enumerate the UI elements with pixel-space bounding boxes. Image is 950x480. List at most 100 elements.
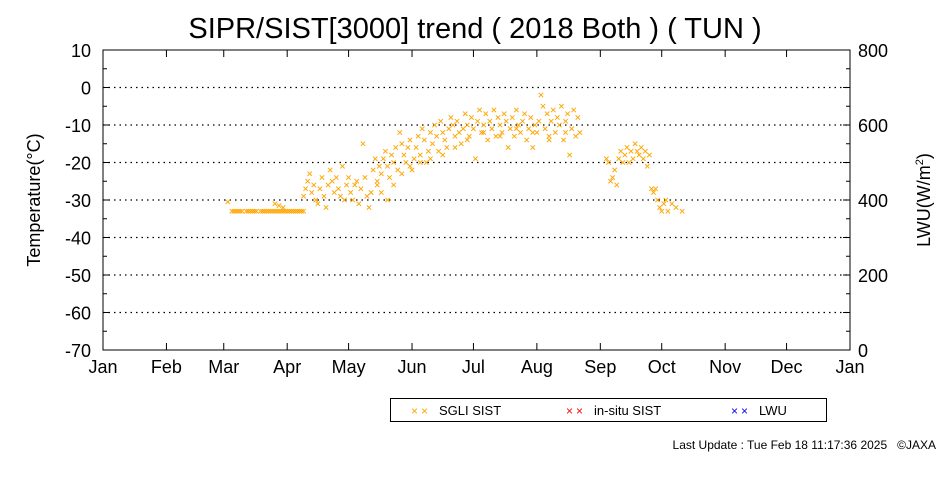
data-point: [415, 133, 421, 139]
data-point: [526, 126, 532, 132]
data-point: [243, 208, 249, 214]
data-point: [497, 122, 503, 128]
data-point: [472, 156, 479, 162]
data-point: [374, 182, 380, 188]
data-point: [556, 122, 562, 128]
data-point: [325, 182, 331, 188]
data-point: [499, 129, 505, 136]
gridlines: [103, 86, 850, 314]
data-point: [421, 137, 427, 143]
legend-label-insitu: in-situ SIST: [594, 403, 662, 418]
data-point: [417, 152, 423, 158]
data-point: [386, 174, 393, 181]
copyright-text: ©JAXA: [897, 438, 936, 452]
x-tick-label: Feb: [151, 357, 182, 377]
data-point: [575, 114, 581, 121]
data-point: [562, 118, 569, 124]
data-point: [423, 159, 429, 166]
data-point: [382, 148, 388, 154]
data-point: [364, 193, 370, 199]
x-tick-label: Jun: [398, 357, 427, 377]
data-point: [280, 204, 286, 211]
y2-tick-label: 200: [858, 266, 888, 286]
data-point: [536, 118, 542, 124]
data-point: [542, 126, 548, 132]
data-point: [438, 118, 444, 124]
data-point: [329, 178, 335, 184]
data-point: [274, 208, 280, 214]
data-point: [569, 126, 575, 132]
data-point: [565, 111, 571, 117]
data-point: [495, 114, 501, 121]
data-point: [305, 178, 311, 184]
data-point: [634, 148, 640, 154]
y-tick-label: -30: [65, 191, 91, 211]
data-point: [384, 197, 391, 203]
data-point: [411, 156, 417, 162]
data-point: [657, 204, 663, 211]
data-point: [431, 122, 438, 128]
data-point: [229, 208, 235, 214]
data-point: [489, 126, 495, 132]
data-point: [509, 114, 515, 121]
data-point: [450, 122, 456, 128]
data-point: [397, 129, 403, 136]
data-point: [546, 137, 552, 143]
data-point: [538, 92, 544, 98]
data-point: [515, 122, 522, 128]
data-point: [251, 208, 258, 214]
data-point: [616, 156, 622, 162]
data-point: [262, 208, 268, 214]
data-point: [560, 137, 567, 143]
data-point: [266, 208, 272, 214]
y-tick-label: 0: [81, 79, 91, 99]
data-point: [562, 129, 569, 136]
data-point: [483, 111, 489, 117]
y-tick-label: -10: [65, 116, 91, 136]
data-point: [540, 103, 546, 109]
y-tick-label: 10: [71, 41, 91, 61]
data-point: [407, 163, 413, 169]
data-point: [368, 189, 374, 196]
y2-tick-label: 400: [858, 191, 888, 211]
data-point: [673, 204, 679, 211]
data-point: [280, 208, 286, 214]
y2-tick-label: 600: [858, 116, 888, 136]
data-point: [470, 126, 476, 132]
data-point: [417, 159, 423, 166]
data-point: [464, 122, 470, 128]
data-point: [511, 133, 517, 139]
data-point: [571, 107, 577, 113]
data-point: [528, 114, 534, 121]
data-points: [225, 92, 685, 214]
y2-tick-label: 0: [858, 341, 868, 361]
data-point: [399, 171, 405, 177]
data-point: [558, 103, 564, 109]
data-point: [505, 144, 511, 151]
x-tick-label: Jul: [462, 357, 485, 377]
data-point: [272, 201, 278, 207]
data-point: [497, 133, 503, 139]
data-point: [464, 137, 470, 143]
data-point: [669, 201, 675, 207]
data-point: [331, 189, 337, 196]
data-point: [366, 204, 372, 211]
data-point: [513, 107, 519, 113]
data-point: [399, 141, 405, 147]
data-point: [503, 118, 509, 124]
y2-axis-label: LWU(W/m2): [914, 153, 934, 247]
y2-axis-label-end: ): [914, 153, 934, 159]
data-point: [638, 144, 644, 151]
data-point: [354, 178, 360, 184]
data-point: [284, 208, 290, 214]
data-point: [292, 208, 298, 214]
data-point: [610, 174, 616, 181]
data-point: [481, 129, 487, 136]
data-point: [614, 182, 620, 188]
legend-marker-sgli: ××: [411, 404, 432, 418]
data-point: [636, 152, 642, 158]
data-point: [530, 144, 536, 151]
data-point: [620, 159, 626, 166]
data-point: [260, 208, 266, 214]
data-point: [550, 107, 556, 113]
